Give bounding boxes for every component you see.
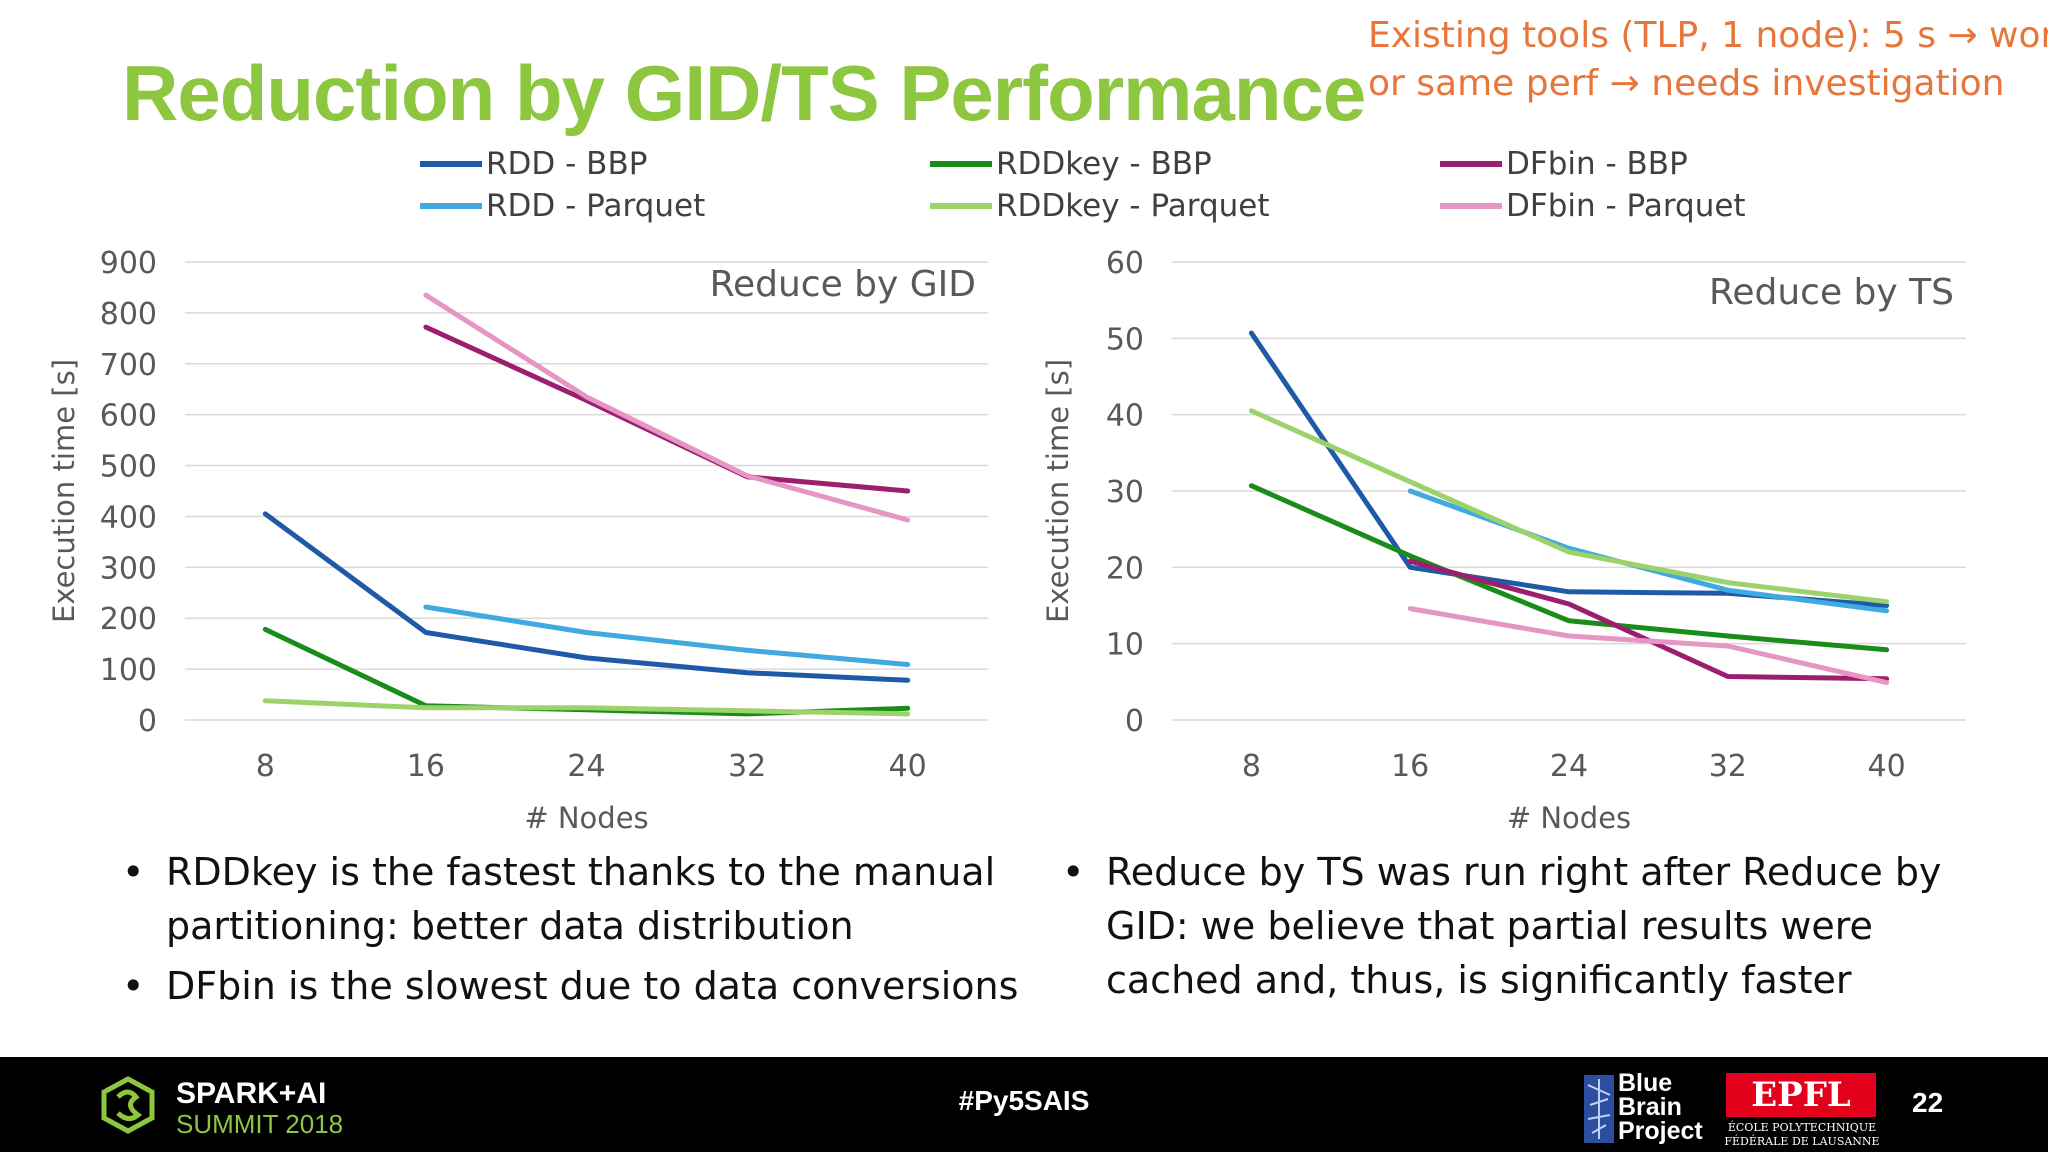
x-axis-label: # Nodes — [1507, 801, 1631, 835]
page-number: 22 — [1912, 1087, 1944, 1118]
legend-item: RDDkey - Parquet — [930, 188, 1270, 224]
bullet-line: DFbin is the slowest due to data convers… — [166, 964, 1019, 1008]
y-axis-label: Execution time [s] — [47, 359, 81, 623]
x-tick-label: 24 — [567, 749, 605, 784]
spark-ai-logo-icon — [101, 1076, 155, 1134]
note-line: or same perf → needs investigation — [1368, 63, 2005, 104]
bullet-line: partitioning: better data distribution — [166, 904, 854, 948]
series-line — [423, 324, 911, 494]
y-tick-label: 200 — [100, 602, 157, 637]
legend-item: DFbin - Parquet — [1440, 188, 1746, 224]
epfl-subtitle-line: FÉDÉRALE DE LAUSANNE — [1724, 1135, 1880, 1148]
x-axis-label: # Nodes — [524, 801, 648, 835]
note-line: Existing tools (TLP, 1 node): 5 s → wors… — [1368, 15, 2048, 56]
y-tick-label: 10 — [1106, 628, 1144, 663]
y-tick-label: 400 — [100, 500, 157, 535]
bullet-line: GID: we believe that partial results wer… — [1106, 904, 1873, 948]
y-tick-label: 800 — [100, 297, 157, 332]
partner-line: Blue — [1618, 1069, 1673, 1097]
legend-item: DFbin - BBP — [1440, 146, 1688, 182]
legend-label: DFbin - Parquet — [1506, 188, 1746, 224]
y-tick-label: 60 — [1106, 246, 1144, 281]
series-line — [262, 511, 911, 683]
bullet-item: Reduce by TS was run right after Reduce … — [1062, 845, 1941, 1007]
bullet-item: DFbin is the slowest due to data convers… — [122, 959, 1018, 1013]
legend-item: RDD - Parquet — [420, 188, 705, 224]
epfl-logo: EPFL — [1726, 1073, 1876, 1117]
y-tick-label: 20 — [1106, 551, 1144, 586]
series-line — [1248, 408, 1890, 605]
y-tick-label: 0 — [1125, 704, 1144, 739]
chart-annotation: Reduce by GID — [710, 264, 976, 305]
series-line — [262, 698, 911, 717]
y-tick-label: 700 — [100, 348, 157, 383]
legend-label: DFbin - BBP — [1506, 146, 1688, 182]
x-tick-label: 8 — [256, 749, 275, 784]
x-tick-label: 40 — [1868, 749, 1906, 784]
legend-item: RDD - BBP — [420, 146, 647, 182]
x-tick-label: 40 — [889, 749, 927, 784]
x-tick-label: 24 — [1550, 749, 1588, 784]
series-line — [1407, 606, 1890, 686]
series-line — [423, 292, 911, 523]
hashtag: #Py5SAIS — [958, 1085, 1090, 1116]
epfl-subtitle-line: ÉCOLE POLYTECHNIQUE — [1727, 1121, 1877, 1134]
y-tick-label: 40 — [1106, 399, 1144, 434]
chart-legend: RDD - BBP RDD - Parquet RDDkey - BBP RDDkey… — [420, 146, 1780, 230]
legend-swatch — [1440, 161, 1502, 167]
legend-swatch — [930, 161, 992, 167]
y-tick-label: 100 — [100, 653, 157, 688]
chart-reduce-by-gid: 0 100 200 300 400 500 600 700 800 900 8 16 24 32 40 # N… — [47, 246, 988, 835]
blue-brain-icon — [1584, 1075, 1614, 1143]
y-tick-label: 500 — [100, 450, 157, 485]
x-tick-label: 32 — [1709, 749, 1747, 784]
x-tick-label: 8 — [1242, 749, 1261, 784]
x-tick-label: 16 — [407, 749, 445, 784]
chart-annotation: Reduce by TS — [1709, 272, 1954, 313]
bullets-right: Reduce by TS was run right after Reduce … — [1062, 845, 1941, 1013]
bullet-line: Reduce by TS was run right after Reduce … — [1106, 850, 1942, 894]
chart-reduce-by-ts: 0 10 20 30 40 50 60 8 16 24 32 40 # Nodes Execution t… — [1041, 246, 1966, 835]
series-line — [1248, 330, 1890, 608]
y-tick-label: 0 — [138, 704, 157, 739]
legend-swatch — [1440, 203, 1502, 209]
bullet-line: cached and, thus, is significantly faste… — [1106, 958, 1852, 1002]
legend-item: RDDkey - BBP — [930, 146, 1212, 182]
legend-label: RDDkey - BBP — [996, 146, 1212, 182]
y-tick-label: 300 — [100, 551, 157, 586]
x-tick-label: 32 — [728, 749, 766, 784]
epfl-subtitle: ÉCOLE POLYTECHNIQUE FÉDÉRALE DE LAUSANNE — [1724, 1121, 1880, 1149]
y-axis-label: Execution time [s] — [1041, 359, 1075, 623]
slide-title: Reduction by GID/TS Performance — [122, 49, 1366, 137]
y-tick-label: 900 — [100, 246, 157, 281]
bullets-left: RDDkey is the fastest thanks to the manu… — [122, 845, 1018, 1019]
series-line — [423, 604, 911, 667]
legend-swatch — [420, 161, 482, 167]
note-callout: Existing tools (TLP, 1 node): 5 s → wors… — [1368, 12, 2048, 108]
bullet-line: RDDkey is the fastest thanks to the manu… — [166, 850, 996, 894]
y-tick-label: 50 — [1106, 322, 1144, 357]
y-tick-label: 30 — [1106, 475, 1144, 510]
partner-line: Brain — [1618, 1093, 1682, 1121]
bullet-item: RDDkey is the fastest thanks to the manu… — [122, 845, 1018, 953]
footer-bar: SPARK+AI SUMMIT 2018 #Py5SAIS Blue Brain… — [0, 1057, 2048, 1152]
event-year: SUMMIT 2018 — [176, 1109, 344, 1139]
legend-label: RDD - BBP — [486, 146, 648, 182]
partner-line: Project — [1618, 1117, 1703, 1145]
legend-swatch — [420, 203, 482, 209]
event-name: SPARK+AI — [176, 1077, 327, 1110]
legend-label: RDDkey - Parquet — [996, 188, 1270, 224]
blue-brain-project-logo: Blue Brain Project — [1618, 1069, 1703, 1145]
legend-label: RDD - Parquet — [486, 188, 706, 224]
series-line — [262, 626, 911, 717]
legend-swatch — [930, 203, 992, 209]
x-tick-label: 16 — [1391, 749, 1429, 784]
series-line — [1248, 483, 1890, 653]
y-tick-label: 600 — [100, 399, 157, 434]
